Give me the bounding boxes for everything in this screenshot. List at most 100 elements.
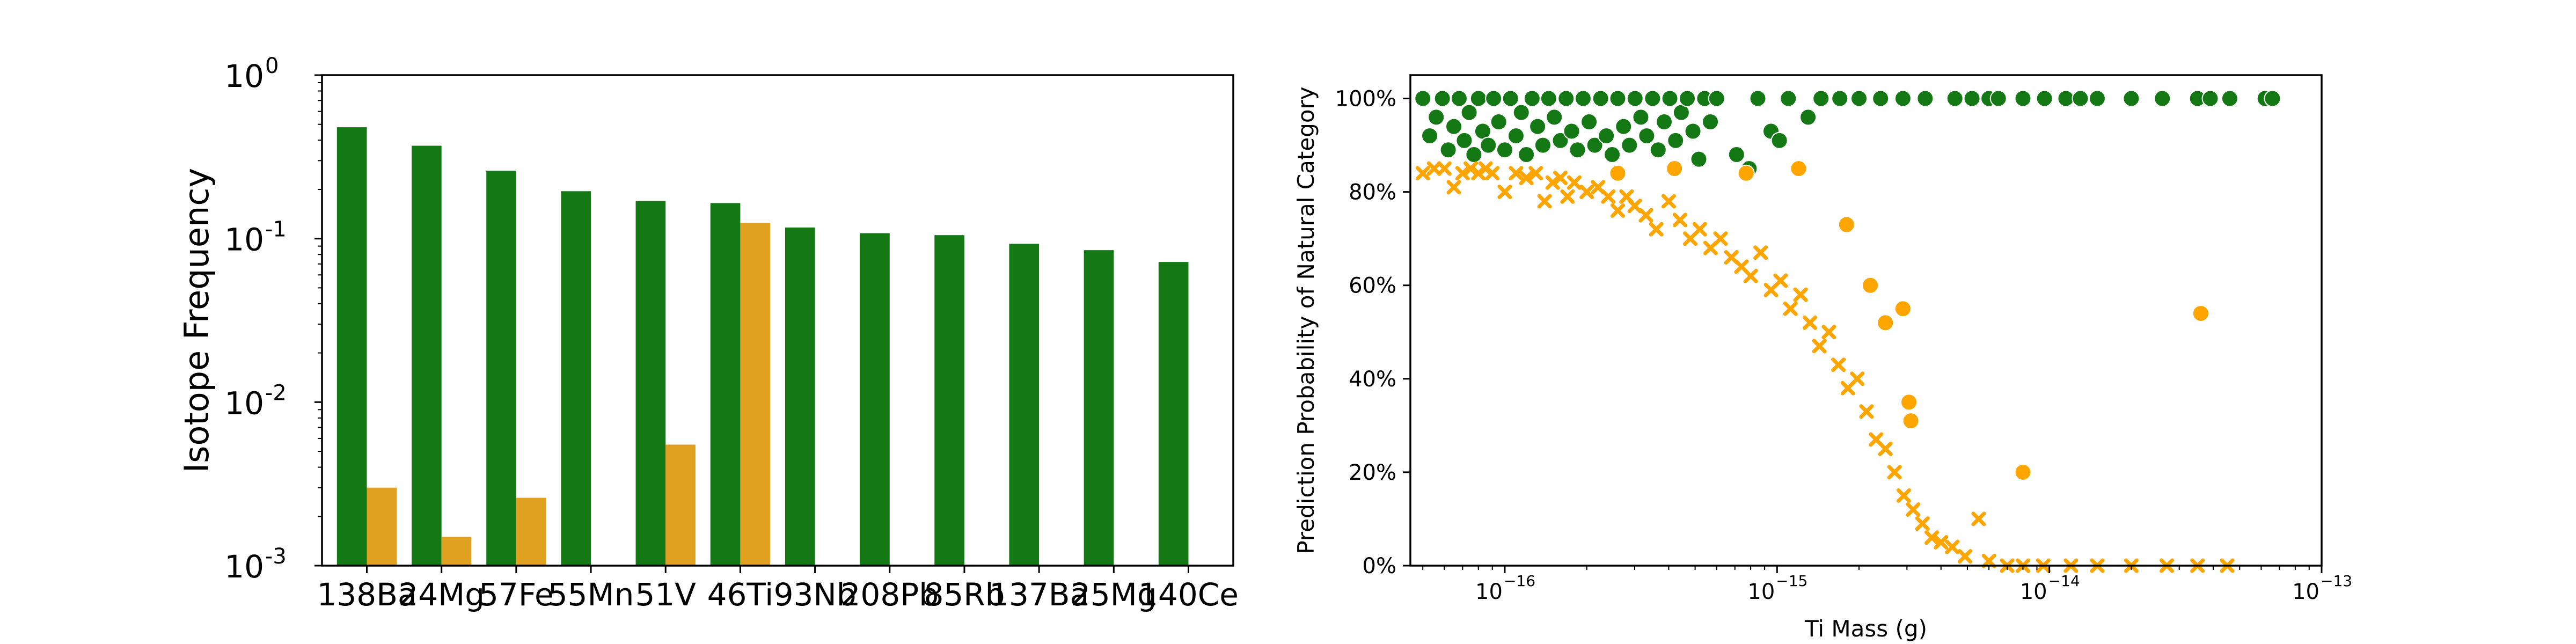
scatter-point-series-0 [1574,90,1592,107]
bar-208Pb-series-0 [860,233,890,566]
scatter-point-series-0 [2201,90,2219,107]
scatter-point-series-0 [1655,113,1673,131]
scatter-point-series-2 [1773,273,1788,288]
scatter-point-series-0 [1684,122,1702,140]
scatter-point-series-0 [1702,113,1719,131]
scatter-point-series-0 [1523,90,1541,107]
scatter-point-series-2 [1497,185,1512,200]
scatter-point-series-2 [1915,516,1930,531]
scatter-point-series-0 [1421,127,1439,145]
scatter-point-series-0 [1604,145,1621,163]
scatter-point-series-0 [1894,90,1912,107]
bar-x-tick-label-57Fe: 57Fe [479,576,554,613]
scatter-point-series-2 [1743,268,1758,283]
bar-x-tick-label-85Rb: 85Rb [924,576,1005,613]
scatter-point-series-2 [1661,194,1676,209]
scatter-point-series-0 [1638,127,1656,145]
scatter-point-series-0 [1529,118,1547,135]
scatter-point-series-2 [1850,371,1865,386]
scatter-point-series-2 [1793,287,1808,302]
scatter-point-series-0 [2036,90,2053,107]
scatter-x-tick-exponent: −13 [2321,572,2352,590]
scatter-y-axis-ticks: 0% 20% 40% 60% 80% 100% [1335,87,1410,579]
scatter-point-series-1 [1877,314,1894,332]
scatter-point-series-2 [1560,189,1575,204]
bar-y-tick-exponent: -1 [265,217,287,242]
bar-x-tick-label-93Nb: 93Nb [774,576,857,613]
bar-y-tick-label: 10 [224,385,264,421]
scatter-point-series-2 [1859,404,1874,419]
scatter-x-tick-label: 10 [2020,580,2047,604]
scatter-point-series-2 [1455,166,1470,181]
scatter-point-series-0 [2057,90,2075,107]
scatter-point-series-0 [1433,90,1451,107]
scatter-point-series-0 [1872,90,1890,107]
scatter-x-tick-label: 10 [1747,580,1775,604]
scatter-point-series-2 [1437,161,1452,176]
scatter-point-series-0 [1439,141,1457,159]
scatter-y-tick-label: 60% [1349,274,1396,298]
scatter-point-series-0 [1540,90,1557,107]
scatter-x-tick-label: 10 [1475,580,1503,604]
scatter-point-series-0 [1450,90,1468,107]
scatter-point-series-1 [1894,300,1912,318]
scatter-point-series-0 [2154,90,2171,107]
scatter-point-series-0 [1460,104,1478,121]
bar-y-tick-label: 10 [224,548,264,585]
scatter-point-series-0 [1428,108,1445,126]
bar-85Rb-series-0 [934,235,964,566]
scatter-point-series-2 [1610,203,1625,218]
bar-x-tick-label-46Ti: 46Ti [707,576,774,613]
scatter-x-tick-exponent: −15 [1776,572,1807,590]
bar-x-tick-label-140Ce: 140Ce [1138,576,1239,613]
scatter-point-series-0 [1661,90,1679,107]
scatter-point-series-2 [1463,161,1479,176]
scatter-point-series-0 [1678,90,1696,107]
scatter-point-series-0 [1534,136,1552,154]
bar-24Mg-series-1 [441,537,472,566]
scatter-point-series-0 [1644,90,1662,107]
bar-140Ce-series-0 [1158,262,1189,566]
scatter-point-series-2 [1906,502,1921,517]
scatter-y-tick-label: 40% [1349,367,1396,392]
bar-51V-series-1 [665,444,696,566]
scatter-point-series-2 [1426,161,1441,176]
bar-93Nb-series-0 [785,227,815,566]
scatter-point-series-2 [1415,166,1430,181]
scatter-point-series-1 [1790,160,1807,178]
scatter-point-series-0 [1812,90,1830,107]
scatter-point-series-2 [1821,325,1836,340]
scatter-point-series-2 [1812,339,1827,354]
scatter-point-series-0 [1770,131,1788,149]
scatter-point-series-2 [1878,441,1893,456]
bar-x-tick-label-25Mg: 25Mg [1071,576,1157,613]
scatter-point-series-2 [1957,549,1972,564]
scatter-y-tick-label: 20% [1349,460,1396,485]
scatter-plot-frame [1409,74,2323,567]
bar-y-tick-label: 10 [224,58,264,94]
scatter-point-series-0 [1496,141,1513,159]
bar-55Mn-series-0 [561,191,591,566]
scatter-marks [1414,90,2281,573]
scatter-point-series-2 [1553,171,1568,186]
scatter-point-series-0 [2264,90,2281,107]
scatter-point-series-0 [1615,118,1633,135]
bar-y-axis-label: Isotope Frequency [177,168,216,473]
scatter-point-series-0 [1469,90,1487,107]
scatter-point-series-0 [1626,90,1644,107]
bar-137Ba-series-0 [1009,244,1040,566]
scatter-point-series-1 [1900,393,1918,411]
scatter-point-series-0 [1518,145,1535,163]
scatter-point-series-0 [2088,90,2106,107]
bar-57Fe-series-1 [516,497,546,566]
scatter-point-series-1 [1737,164,1755,182]
bar-x-tick-label-55Mn: 55Mn [548,576,634,613]
scatter-y-tick-label: 100% [1335,87,1396,112]
scatter-point-series-0 [1916,90,1934,107]
scatter-point-series-0 [1749,90,1767,107]
scatter-point-series-0 [1512,104,1530,121]
scatter-point-series-1 [1666,160,1684,178]
